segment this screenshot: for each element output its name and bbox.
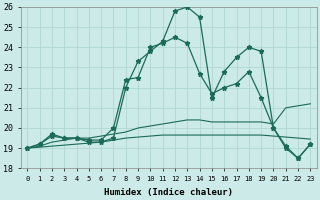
X-axis label: Humidex (Indice chaleur): Humidex (Indice chaleur) <box>104 188 233 197</box>
